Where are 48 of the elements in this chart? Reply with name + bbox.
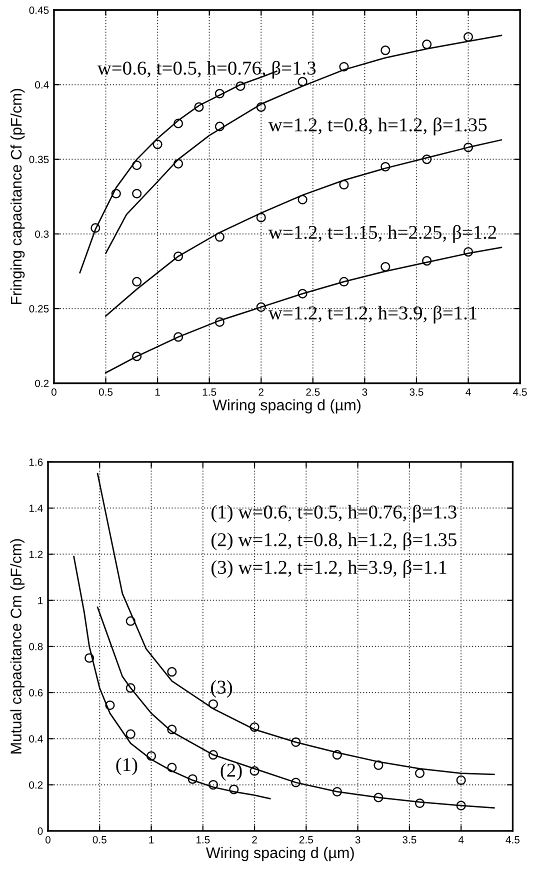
annotation: w=1.2, t=1.2, h=3.9, β=1.1 (268, 306, 477, 324)
x-tick-label: 1 (149, 836, 154, 844)
x-tick-label: 2.5 (299, 836, 313, 844)
y-tick-label: 0.8 (29, 642, 43, 650)
y-tick-label: 0 (38, 827, 43, 835)
x-tick-label: 4 (458, 836, 464, 844)
y-tick-label: 0.2 (29, 781, 43, 789)
y-tick-label: 1.2 (29, 550, 43, 558)
x-tick-label: 2.5 (306, 388, 320, 396)
x-tick-label: 4.5 (513, 388, 527, 396)
x-tick-label: 3.5 (410, 388, 424, 396)
y-tick-label: 0.45 (29, 6, 49, 14)
x-tick-label: 0 (51, 388, 56, 396)
y-tick-label: 1.6 (29, 458, 43, 466)
y-tick-label: 1 (38, 596, 43, 604)
x-tick-label: 0.5 (92, 836, 106, 844)
x-tick-label: 1 (155, 388, 160, 396)
y-axis-title: Fringing capacitance Cf (pF/cm) (10, 88, 25, 304)
y-tick-label: 0.4 (29, 735, 43, 743)
annotation: (2) (220, 763, 242, 781)
x-tick-label: 3 (362, 388, 368, 396)
y-tick-label: 0.25 (29, 305, 49, 312)
x-tick-label: 4.5 (506, 836, 520, 844)
x-tick-label: 2 (252, 836, 257, 844)
annotation: w=1.2, t=1.15, h=2.25, β=1.2 (268, 225, 496, 243)
y-tick-label: 0.4 (35, 81, 49, 89)
x-tick-label: 3 (355, 836, 360, 844)
y-tick-label: 1.4 (29, 504, 43, 512)
x-axis-title: Wiring spacing d (µm) (206, 846, 354, 862)
annotation: (3) (211, 680, 232, 698)
x-tick-label: 4 (466, 388, 471, 396)
x-tick-label: 2 (258, 388, 264, 396)
annotation: w=0.6, t=0.5, h=0.76, β=1.3 (97, 60, 316, 79)
x-tick-label: 3.5 (402, 836, 416, 844)
x-axis-title: Wiring spacing d (µm) (212, 399, 361, 414)
annotation: (2) w=1.2, t=0.8, h=1.2, β=1.35 (212, 532, 456, 550)
y-axis-title: Mutual capacitance Cm (pF/cm) (10, 539, 24, 754)
x-tick-label: 0.5 (98, 388, 113, 396)
annotation: (1) w=0.6, t=0.5, h=0.76, β=1.3 (212, 504, 456, 523)
y-tick-label: 0.2 (35, 380, 49, 388)
x-tick-label: 1.5 (196, 836, 210, 844)
y-tick-label: 0.6 (29, 689, 43, 696)
y-tick-label: 0.35 (29, 156, 49, 164)
x-tick-label: 1.5 (202, 388, 216, 396)
y-tick-label: 0.3 (35, 230, 49, 238)
annotation: (1) (116, 758, 138, 776)
annotation: (3) w=1.2, t=1.2, h=3.9, β=1.1 (212, 560, 446, 578)
annotation: w=1.2, t=0.8, h=1.2, β=1.35 (268, 118, 487, 136)
